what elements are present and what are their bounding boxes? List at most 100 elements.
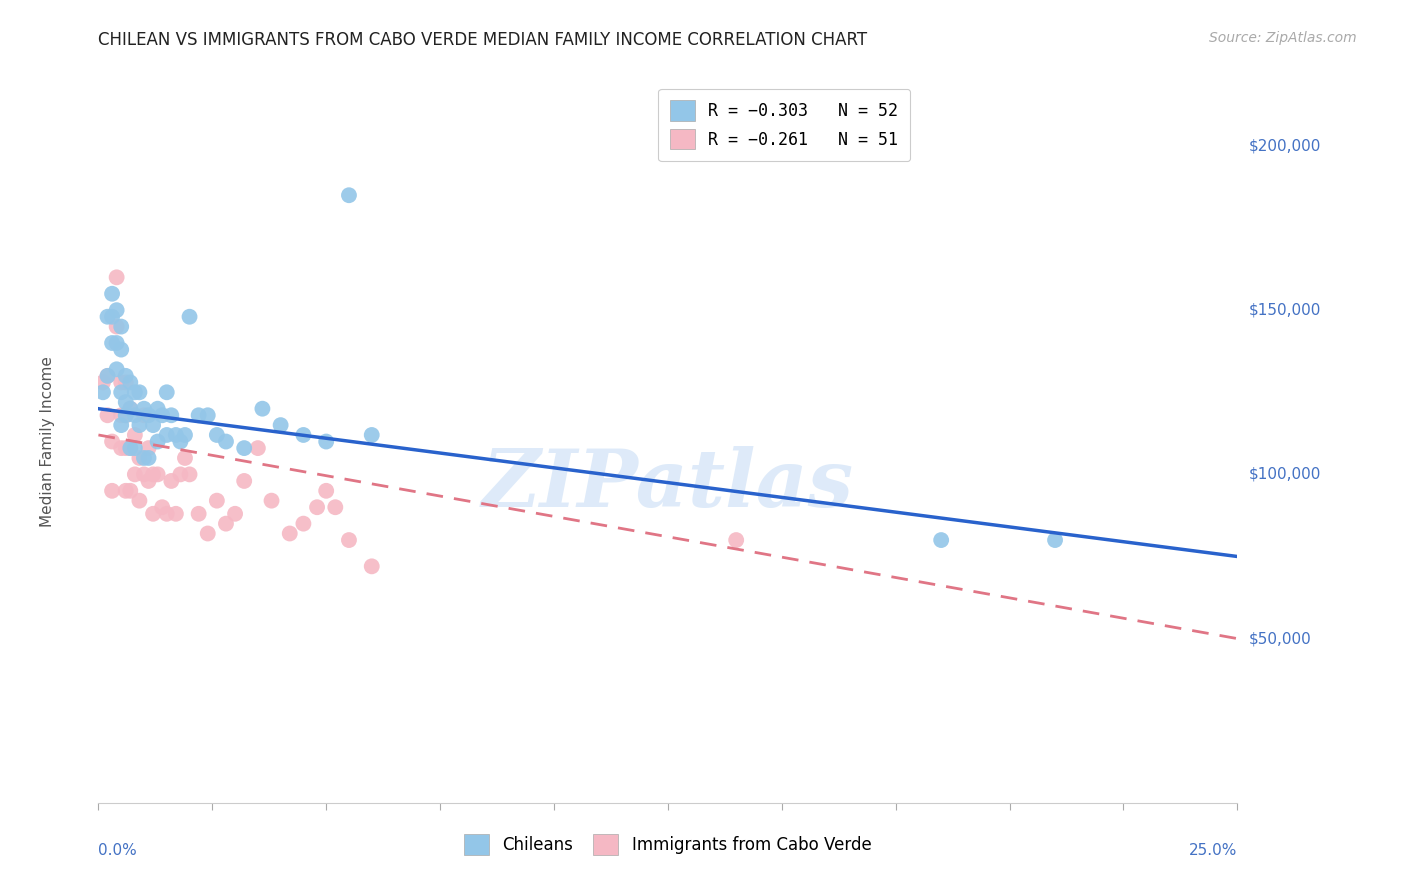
- Point: [156, 385, 179, 400]
- Text: $150,000: $150,000: [1249, 302, 1320, 318]
- Point: [96, 368, 118, 383]
- Text: $200,000: $200,000: [1249, 138, 1320, 153]
- Point: [174, 450, 197, 465]
- Point: [96, 409, 118, 423]
- Point: [205, 493, 228, 508]
- Point: [138, 450, 160, 465]
- Point: [114, 409, 136, 423]
- Point: [138, 474, 160, 488]
- Point: [132, 409, 155, 423]
- Point: [360, 559, 382, 574]
- Point: [224, 507, 246, 521]
- Point: [315, 434, 337, 449]
- Point: [96, 310, 118, 324]
- Point: [91, 376, 114, 390]
- Point: [146, 401, 169, 416]
- Point: [252, 401, 274, 416]
- Point: [128, 418, 150, 433]
- Point: [278, 526, 301, 541]
- Point: [337, 188, 360, 202]
- Point: [142, 507, 165, 521]
- Point: [128, 450, 150, 465]
- Point: [169, 434, 191, 449]
- Point: [110, 441, 132, 455]
- Point: [110, 385, 132, 400]
- Point: [146, 467, 169, 482]
- Point: [101, 434, 124, 449]
- Point: [165, 428, 187, 442]
- Point: [292, 428, 315, 442]
- Point: [114, 368, 136, 383]
- Point: [124, 428, 146, 442]
- Point: [138, 409, 160, 423]
- Point: [169, 467, 191, 482]
- Point: [101, 286, 124, 301]
- Point: [91, 385, 114, 400]
- Point: [150, 409, 173, 423]
- Point: [205, 428, 228, 442]
- Point: [114, 395, 136, 409]
- Point: [215, 516, 238, 531]
- Point: [160, 474, 183, 488]
- Point: [114, 441, 136, 455]
- Point: [360, 428, 382, 442]
- Point: [101, 336, 124, 351]
- Point: [124, 441, 146, 455]
- Point: [120, 441, 142, 455]
- Point: [110, 409, 132, 423]
- Point: [337, 533, 360, 547]
- Point: [179, 310, 201, 324]
- Point: [105, 362, 128, 376]
- Point: [929, 533, 952, 547]
- Point: [315, 483, 337, 498]
- Point: [114, 409, 136, 423]
- Point: [96, 368, 118, 383]
- Point: [197, 409, 219, 423]
- Point: [110, 319, 132, 334]
- Point: [105, 303, 128, 318]
- Point: [124, 409, 146, 423]
- Point: [120, 441, 142, 455]
- Point: [114, 376, 136, 390]
- Point: [120, 483, 142, 498]
- Point: [110, 343, 132, 357]
- Point: [307, 500, 329, 515]
- Text: 25.0%: 25.0%: [1189, 843, 1237, 857]
- Point: [146, 434, 169, 449]
- Point: [270, 418, 292, 433]
- Point: [142, 467, 165, 482]
- Text: $100,000: $100,000: [1249, 467, 1320, 482]
- Text: CHILEAN VS IMMIGRANTS FROM CABO VERDE MEDIAN FAMILY INCOME CORRELATION CHART: CHILEAN VS IMMIGRANTS FROM CABO VERDE ME…: [98, 31, 868, 49]
- Point: [187, 507, 209, 521]
- Point: [142, 418, 165, 433]
- Point: [156, 428, 179, 442]
- Point: [197, 526, 219, 541]
- Point: [132, 401, 155, 416]
- Point: [215, 434, 238, 449]
- Point: [101, 310, 124, 324]
- Point: [120, 376, 142, 390]
- Point: [725, 533, 748, 547]
- Legend: Chileans, Immigrants from Cabo Verde: Chileans, Immigrants from Cabo Verde: [456, 826, 880, 863]
- Text: $50,000: $50,000: [1249, 632, 1312, 646]
- Point: [323, 500, 346, 515]
- Point: [233, 441, 256, 455]
- Point: [138, 441, 160, 455]
- Text: Median Family Income: Median Family Income: [39, 356, 55, 527]
- Point: [187, 409, 209, 423]
- Point: [124, 467, 146, 482]
- Point: [114, 483, 136, 498]
- Point: [132, 467, 155, 482]
- Point: [160, 409, 183, 423]
- Point: [105, 270, 128, 285]
- Point: [1043, 533, 1066, 547]
- Point: [110, 418, 132, 433]
- Point: [150, 500, 173, 515]
- Point: [156, 507, 179, 521]
- Point: [233, 474, 256, 488]
- Point: [174, 428, 197, 442]
- Point: [120, 401, 142, 416]
- Point: [105, 319, 128, 334]
- Point: [128, 385, 150, 400]
- Point: [246, 441, 269, 455]
